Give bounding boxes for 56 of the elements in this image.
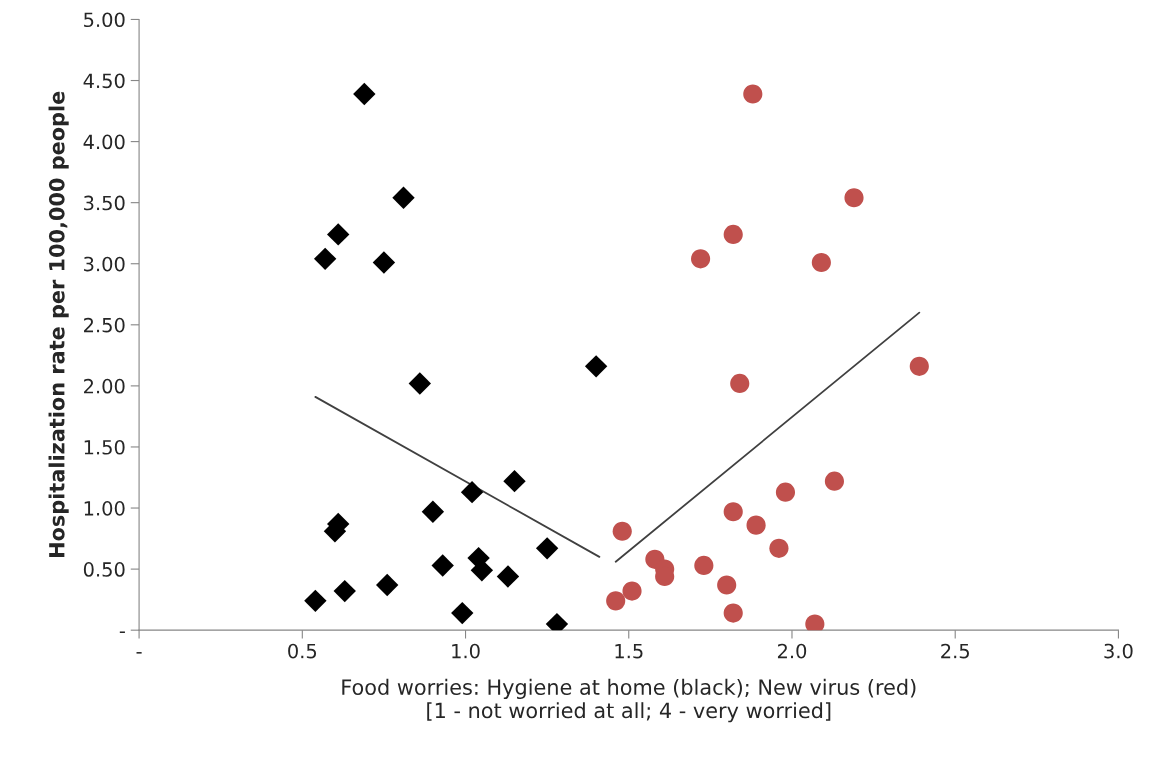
point	[460, 480, 484, 504]
point	[909, 356, 929, 376]
point	[496, 565, 520, 588]
point	[392, 186, 415, 209]
point	[824, 471, 844, 491]
point	[805, 614, 825, 631]
point	[327, 223, 350, 246]
point	[723, 603, 743, 623]
point	[535, 537, 559, 560]
point	[470, 559, 494, 582]
point	[746, 515, 766, 535]
y-tick-label: 2.00	[84, 378, 125, 394]
point	[612, 521, 632, 541]
y-tick-label: 3.00	[84, 256, 125, 272]
point	[694, 555, 714, 576]
point	[775, 482, 796, 502]
y-tick-label: 1.50	[84, 439, 125, 455]
point	[408, 372, 432, 395]
y-tick-label: 3.50	[84, 195, 125, 211]
point	[622, 581, 642, 601]
y-tick-label: 1.00	[84, 500, 125, 516]
x-tick-label: 3.0	[1104, 643, 1133, 659]
point	[304, 589, 327, 613]
point	[353, 82, 376, 106]
point	[730, 373, 750, 394]
x-tick-label: 1.5	[615, 643, 643, 659]
point	[421, 500, 445, 523]
point	[333, 579, 356, 603]
y-axis-title: Hospitalization rate per 100,000 people	[48, 91, 69, 557]
y-tick-label: 2.50	[84, 317, 125, 333]
point	[313, 247, 337, 271]
point	[811, 252, 831, 273]
point	[375, 573, 399, 597]
point	[584, 355, 608, 378]
point	[691, 249, 711, 269]
x-axis-title: Food worries: Hygiene at home (black); New virus (red) [1 - not worried at all; 4 - very worried]	[342, 678, 916, 723]
x-tick-label: 2.5	[941, 643, 969, 659]
y-tick-label: 4.50	[83, 73, 125, 89]
point	[769, 538, 789, 558]
y-tick-label: 4.00	[83, 134, 125, 150]
point	[743, 84, 763, 104]
point	[844, 188, 864, 208]
x-tick-label: 1.0	[452, 643, 480, 659]
point	[606, 591, 626, 611]
x-tick-label: 0.5	[288, 643, 317, 659]
point	[372, 251, 396, 274]
point	[717, 575, 737, 595]
point	[451, 601, 474, 625]
point	[723, 224, 743, 244]
y-tick-label: -	[119, 631, 125, 634]
y-tick-label: 0.50	[83, 562, 125, 577]
y-tick-label: 5.00	[84, 12, 125, 28]
point	[431, 554, 454, 577]
point	[723, 502, 743, 522]
x-tick-label: 2.0	[777, 643, 807, 659]
point	[503, 469, 526, 493]
